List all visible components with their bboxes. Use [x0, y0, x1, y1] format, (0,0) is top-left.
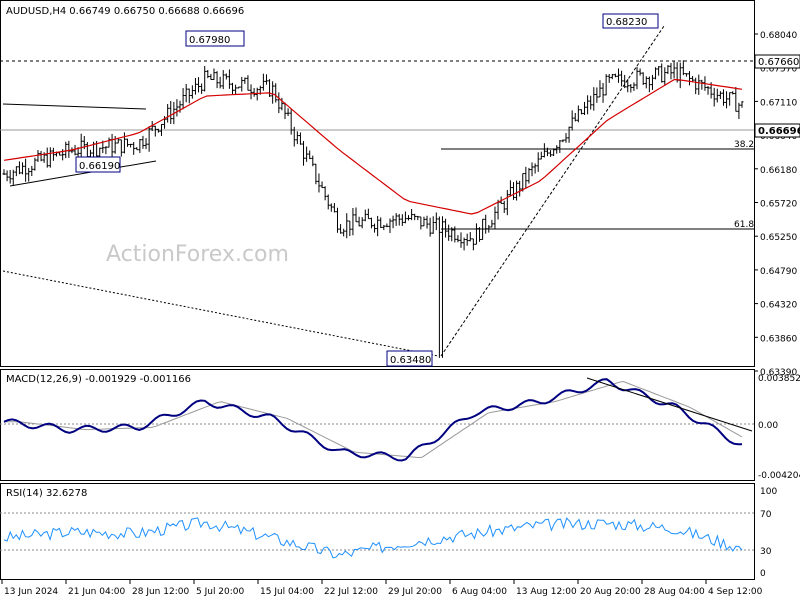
triangle-lower-line [9, 160, 157, 187]
time-axis-label: 5 Jul 20:00 [196, 587, 245, 597]
price-axis-label: 0.64790 [760, 267, 797, 277]
rsi-label-70: 70 [760, 510, 772, 520]
price-axis-label: 0.67570 [760, 65, 797, 75]
rsi-line [3, 517, 743, 559]
rising-trendline [440, 25, 665, 357]
price-annotation-box [185, 30, 245, 47]
macd-label-bottom: -0.004204 [758, 471, 800, 481]
macd-panel-frame [0, 369, 755, 481]
long-term-ma [2, 270, 439, 357]
macd-title: MACD(12,26,9) -0.001929 -0.001166 [6, 374, 191, 385]
price-panel-frame [0, 0, 755, 367]
watermark: ActionForex.com [106, 242, 289, 267]
fib-38-label: 38.2 [734, 140, 754, 150]
price-axis-label: 0.67110 [760, 98, 797, 108]
price-annotation-box [386, 350, 433, 367]
price-annotation-label: 0.66190 [79, 161, 120, 172]
time-axis-label: 21 Jun 04:00 [68, 587, 125, 597]
price-annotation-label: 0.63480 [390, 355, 431, 366]
price-annotation-box [75, 156, 121, 173]
price-annotation-label: 0.68230 [606, 17, 647, 28]
time-axis-label: 6 Aug 04:00 [452, 587, 507, 597]
price-axis-label: 0.63390 [760, 368, 797, 378]
chart-symbol-ohlc: AUDUSD,H4 0.66749 0.66750 0.66688 0.66696 [6, 6, 244, 17]
time-axis: 13 Jun 2024 21 Jun 04:00 28 Jun 12:00 5 Jul… [1, 580, 763, 597]
time-axis-label: 29 Jul 20:00 [388, 587, 442, 597]
fib-61-label: 61.8 [734, 220, 754, 230]
current-price-box [754, 123, 800, 138]
price-axis: 0.680400.675700.671100.666400.661800.657… [754, 31, 797, 378]
resistance-price-box [754, 54, 800, 69]
ema-line [3, 78, 743, 215]
macd-trendline [586, 377, 753, 432]
time-axis-label: 15 Jul 04:00 [260, 587, 314, 597]
price-annotation-label: 0.67980 [189, 35, 230, 46]
rsi-title: RSI(14) 32.6278 [6, 488, 87, 499]
time-axis-label: 28 Aug 04:00 [644, 587, 705, 597]
price-axis-label: 0.64320 [760, 301, 797, 311]
macd-label-top: 0.003852 [758, 374, 800, 384]
rsi-label-30: 30 [760, 547, 772, 557]
time-axis-label: 13 Jun 2024 [4, 587, 58, 597]
time-axis-label: 28 Jun 12:00 [132, 587, 189, 597]
current-price-label: 0.66696 [758, 126, 800, 137]
price-axis-label: 0.63860 [760, 334, 797, 344]
resistance-price-label: 0.67660 [758, 57, 799, 68]
price-candles [2, 60, 744, 358]
rsi-panel-frame [0, 483, 755, 580]
time-axis-label: 4 Sep 12:00 [708, 587, 763, 597]
price-axis-label: 0.66180 [760, 166, 797, 176]
price-axis-label: 0.65250 [760, 233, 797, 243]
price-annotation-box [602, 13, 659, 29]
rsi-label-0: 0 [760, 569, 766, 579]
time-axis-label: 13 Aug 12:00 [516, 587, 577, 597]
price-annotations: 0.67980 0.66190 0.63480 0.68230 [75, 13, 659, 367]
time-axis-label: 22 Jul 12:00 [324, 587, 378, 597]
macd-label-zero: 0.00 [758, 421, 778, 431]
triangle-upper-line [2, 103, 147, 110]
price-axis-label: 0.65720 [760, 200, 797, 210]
price-axis-label: 0.68040 [760, 31, 797, 41]
time-axis-label: 20 Aug 20:00 [580, 587, 641, 597]
rsi-label-100: 100 [760, 487, 777, 497]
